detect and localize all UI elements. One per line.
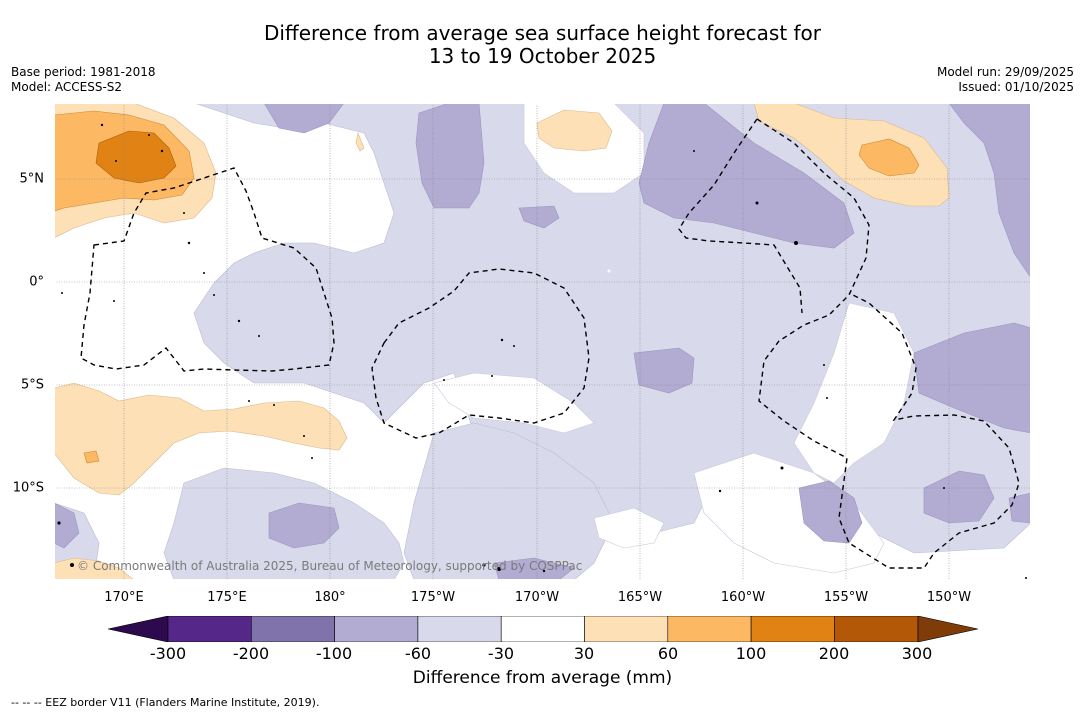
colorbar-tick: -200 <box>232 644 270 663</box>
colorbar-seg-2 <box>251 616 335 642</box>
colorbar-seg-5 <box>500 616 585 642</box>
lon-label-180: 180° <box>314 590 346 605</box>
meta-left: Base period: 1981-2018 Model: ACCESS-S2 <box>11 65 156 95</box>
colorbar-seg-4 <box>417 616 502 642</box>
lon-label-175e: 175°E <box>207 590 247 605</box>
colorbar-label: Difference from average (mm) <box>412 668 673 688</box>
colorbar-seg-9 <box>834 616 919 642</box>
colorbar-tick: 200 <box>818 644 850 663</box>
lat-label-5s: 5°S <box>20 377 44 393</box>
contour-fill-dark-orange <box>95 130 177 184</box>
eez-legend: -- -- -- EEZ border V11 (Flanders Marine… <box>11 696 320 709</box>
colorbar-tick: 60 <box>657 644 679 663</box>
colorbar-seg-1 <box>167 616 252 642</box>
colorbar-tick: 100 <box>735 644 767 663</box>
graticule <box>54 103 1031 580</box>
lon-label-170w: 170°W <box>514 590 560 605</box>
contour-fill-purple <box>54 103 1031 580</box>
map-panel[interactable] <box>54 103 1031 580</box>
colorbar-extend-high <box>917 616 978 642</box>
map-border <box>54 103 1031 580</box>
colorbar-tick: -30 <box>487 644 515 663</box>
colorbar-tick: 30 <box>573 644 595 663</box>
lon-label-165w: 165°W <box>617 590 663 605</box>
title-line-2: 13 to 19 October 2025 <box>428 44 657 68</box>
lat-label-5n: 5°N <box>19 171 45 187</box>
lon-label-150w: 150°W <box>926 590 972 605</box>
copyright-notice: © Commonwealth of Australia 2025, Bureau… <box>77 559 583 573</box>
lon-label-160w: 160°W <box>720 590 766 605</box>
colorbar-seg-7 <box>667 616 752 642</box>
lat-label-0: 0° <box>29 274 44 290</box>
lon-label-155w: 155°W <box>823 590 869 605</box>
colorbar-tick: -300 <box>149 644 187 663</box>
title-line-1: Difference from average sea surface heig… <box>263 21 822 45</box>
colorbar-seg-8 <box>750 616 835 642</box>
colorbar-extend-low <box>108 616 169 642</box>
colorbar-tick: 300 <box>901 644 933 663</box>
lon-label-175w: 175°W <box>410 590 456 605</box>
colorbar-tick: -100 <box>315 644 353 663</box>
model-run: Model run: 29/09/2025 <box>936 65 1074 79</box>
lat-label-10s: 10°S <box>12 480 44 496</box>
chart-title: Difference from average sea surface heig… <box>0 22 1085 68</box>
colorbar-seg-3 <box>334 616 419 642</box>
colorbar-tick: -60 <box>404 644 432 663</box>
meta-right: Model run: 29/09/2025 Issued: 01/10/2025 <box>937 65 1074 95</box>
islands <box>57 123 1027 579</box>
colorbar-seg-6 <box>584 616 669 642</box>
model-name: Model: ACCESS-S2 <box>11 80 123 94</box>
base-period: Base period: 1981-2018 <box>11 65 156 79</box>
eez-borders <box>80 118 1020 569</box>
lon-label-170e: 170°E <box>104 590 144 605</box>
colorbar <box>108 616 978 642</box>
issued-date: Issued: 01/10/2025 <box>958 80 1074 94</box>
